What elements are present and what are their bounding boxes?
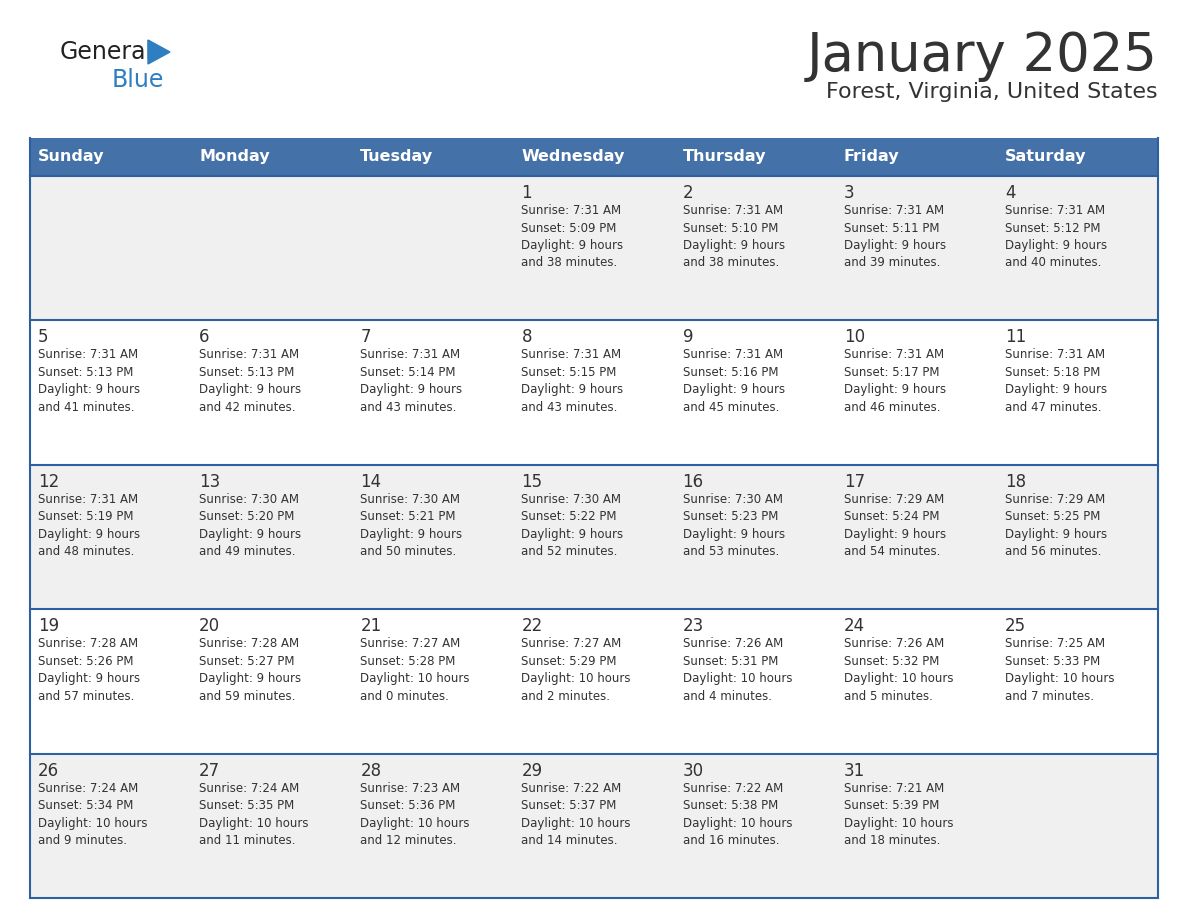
Text: Saturday: Saturday bbox=[1005, 150, 1086, 164]
Text: Sunrise: 7:31 AM
Sunset: 5:14 PM
Daylight: 9 hours
and 43 minutes.: Sunrise: 7:31 AM Sunset: 5:14 PM Dayligh… bbox=[360, 349, 462, 414]
Text: 23: 23 bbox=[683, 617, 703, 635]
Text: General: General bbox=[61, 40, 153, 64]
Bar bbox=[30, 138, 1158, 176]
Text: Sunrise: 7:25 AM
Sunset: 5:33 PM
Daylight: 10 hours
and 7 minutes.: Sunrise: 7:25 AM Sunset: 5:33 PM Dayligh… bbox=[1005, 637, 1114, 702]
Text: Sunrise: 7:26 AM
Sunset: 5:31 PM
Daylight: 10 hours
and 4 minutes.: Sunrise: 7:26 AM Sunset: 5:31 PM Dayligh… bbox=[683, 637, 792, 702]
Text: 13: 13 bbox=[200, 473, 221, 491]
Bar bbox=[30, 610, 1158, 754]
Bar bbox=[30, 754, 1158, 898]
Text: Monday: Monday bbox=[200, 150, 270, 164]
Text: 7: 7 bbox=[360, 329, 371, 346]
Text: Sunrise: 7:31 AM
Sunset: 5:17 PM
Daylight: 9 hours
and 46 minutes.: Sunrise: 7:31 AM Sunset: 5:17 PM Dayligh… bbox=[843, 349, 946, 414]
Text: Sunrise: 7:28 AM
Sunset: 5:26 PM
Daylight: 9 hours
and 57 minutes.: Sunrise: 7:28 AM Sunset: 5:26 PM Dayligh… bbox=[38, 637, 140, 702]
Text: Sunrise: 7:26 AM
Sunset: 5:32 PM
Daylight: 10 hours
and 5 minutes.: Sunrise: 7:26 AM Sunset: 5:32 PM Dayligh… bbox=[843, 637, 953, 702]
Text: Thursday: Thursday bbox=[683, 150, 766, 164]
Text: Sunrise: 7:31 AM
Sunset: 5:16 PM
Daylight: 9 hours
and 45 minutes.: Sunrise: 7:31 AM Sunset: 5:16 PM Dayligh… bbox=[683, 349, 785, 414]
Text: Sunrise: 7:31 AM
Sunset: 5:18 PM
Daylight: 9 hours
and 47 minutes.: Sunrise: 7:31 AM Sunset: 5:18 PM Dayligh… bbox=[1005, 349, 1107, 414]
Text: Sunrise: 7:31 AM
Sunset: 5:09 PM
Daylight: 9 hours
and 38 minutes.: Sunrise: 7:31 AM Sunset: 5:09 PM Dayligh… bbox=[522, 204, 624, 270]
Text: 5: 5 bbox=[38, 329, 49, 346]
Text: Forest, Virginia, United States: Forest, Virginia, United States bbox=[827, 82, 1158, 102]
Text: January 2025: January 2025 bbox=[807, 30, 1158, 82]
Text: Sunrise: 7:31 AM
Sunset: 5:13 PM
Daylight: 9 hours
and 41 minutes.: Sunrise: 7:31 AM Sunset: 5:13 PM Dayligh… bbox=[38, 349, 140, 414]
Text: 15: 15 bbox=[522, 473, 543, 491]
Bar bbox=[30, 465, 1158, 610]
Text: 29: 29 bbox=[522, 762, 543, 779]
Text: Tuesday: Tuesday bbox=[360, 150, 434, 164]
Text: Sunrise: 7:29 AM
Sunset: 5:24 PM
Daylight: 9 hours
and 54 minutes.: Sunrise: 7:29 AM Sunset: 5:24 PM Dayligh… bbox=[843, 493, 946, 558]
Text: 24: 24 bbox=[843, 617, 865, 635]
Text: Sunrise: 7:28 AM
Sunset: 5:27 PM
Daylight: 9 hours
and 59 minutes.: Sunrise: 7:28 AM Sunset: 5:27 PM Dayligh… bbox=[200, 637, 302, 702]
Text: 31: 31 bbox=[843, 762, 865, 779]
Text: Sunrise: 7:30 AM
Sunset: 5:23 PM
Daylight: 9 hours
and 53 minutes.: Sunrise: 7:30 AM Sunset: 5:23 PM Dayligh… bbox=[683, 493, 785, 558]
Text: 3: 3 bbox=[843, 184, 854, 202]
Text: 2: 2 bbox=[683, 184, 693, 202]
Text: Sunrise: 7:31 AM
Sunset: 5:12 PM
Daylight: 9 hours
and 40 minutes.: Sunrise: 7:31 AM Sunset: 5:12 PM Dayligh… bbox=[1005, 204, 1107, 270]
Text: 9: 9 bbox=[683, 329, 693, 346]
Text: Sunrise: 7:24 AM
Sunset: 5:35 PM
Daylight: 10 hours
and 11 minutes.: Sunrise: 7:24 AM Sunset: 5:35 PM Dayligh… bbox=[200, 781, 309, 847]
Text: Sunrise: 7:23 AM
Sunset: 5:36 PM
Daylight: 10 hours
and 12 minutes.: Sunrise: 7:23 AM Sunset: 5:36 PM Dayligh… bbox=[360, 781, 469, 847]
Text: Sunrise: 7:31 AM
Sunset: 5:10 PM
Daylight: 9 hours
and 38 minutes.: Sunrise: 7:31 AM Sunset: 5:10 PM Dayligh… bbox=[683, 204, 785, 270]
Text: Sunrise: 7:22 AM
Sunset: 5:38 PM
Daylight: 10 hours
and 16 minutes.: Sunrise: 7:22 AM Sunset: 5:38 PM Dayligh… bbox=[683, 781, 792, 847]
Text: Sunrise: 7:27 AM
Sunset: 5:28 PM
Daylight: 10 hours
and 0 minutes.: Sunrise: 7:27 AM Sunset: 5:28 PM Dayligh… bbox=[360, 637, 469, 702]
Text: Sunrise: 7:22 AM
Sunset: 5:37 PM
Daylight: 10 hours
and 14 minutes.: Sunrise: 7:22 AM Sunset: 5:37 PM Dayligh… bbox=[522, 781, 631, 847]
Text: 19: 19 bbox=[38, 617, 59, 635]
Bar bbox=[30, 176, 1158, 320]
Text: Sunrise: 7:31 AM
Sunset: 5:11 PM
Daylight: 9 hours
and 39 minutes.: Sunrise: 7:31 AM Sunset: 5:11 PM Dayligh… bbox=[843, 204, 946, 270]
Text: Sunrise: 7:31 AM
Sunset: 5:15 PM
Daylight: 9 hours
and 43 minutes.: Sunrise: 7:31 AM Sunset: 5:15 PM Dayligh… bbox=[522, 349, 624, 414]
Text: Sunrise: 7:30 AM
Sunset: 5:22 PM
Daylight: 9 hours
and 52 minutes.: Sunrise: 7:30 AM Sunset: 5:22 PM Dayligh… bbox=[522, 493, 624, 558]
Text: 10: 10 bbox=[843, 329, 865, 346]
Text: 4: 4 bbox=[1005, 184, 1016, 202]
Text: 21: 21 bbox=[360, 617, 381, 635]
Text: 16: 16 bbox=[683, 473, 703, 491]
Text: 14: 14 bbox=[360, 473, 381, 491]
Text: 28: 28 bbox=[360, 762, 381, 779]
Text: 17: 17 bbox=[843, 473, 865, 491]
Text: 1: 1 bbox=[522, 184, 532, 202]
Text: Sunrise: 7:21 AM
Sunset: 5:39 PM
Daylight: 10 hours
and 18 minutes.: Sunrise: 7:21 AM Sunset: 5:39 PM Dayligh… bbox=[843, 781, 953, 847]
Text: Wednesday: Wednesday bbox=[522, 150, 625, 164]
Text: Sunrise: 7:30 AM
Sunset: 5:21 PM
Daylight: 9 hours
and 50 minutes.: Sunrise: 7:30 AM Sunset: 5:21 PM Dayligh… bbox=[360, 493, 462, 558]
Text: 18: 18 bbox=[1005, 473, 1026, 491]
Text: 8: 8 bbox=[522, 329, 532, 346]
Bar bbox=[30, 320, 1158, 465]
Text: 26: 26 bbox=[38, 762, 59, 779]
Text: Sunday: Sunday bbox=[38, 150, 105, 164]
Text: 27: 27 bbox=[200, 762, 220, 779]
Text: 25: 25 bbox=[1005, 617, 1026, 635]
Text: 20: 20 bbox=[200, 617, 220, 635]
Text: Sunrise: 7:24 AM
Sunset: 5:34 PM
Daylight: 10 hours
and 9 minutes.: Sunrise: 7:24 AM Sunset: 5:34 PM Dayligh… bbox=[38, 781, 147, 847]
Text: 11: 11 bbox=[1005, 329, 1026, 346]
Polygon shape bbox=[148, 40, 170, 64]
Text: Sunrise: 7:31 AM
Sunset: 5:19 PM
Daylight: 9 hours
and 48 minutes.: Sunrise: 7:31 AM Sunset: 5:19 PM Dayligh… bbox=[38, 493, 140, 558]
Text: Blue: Blue bbox=[112, 68, 164, 92]
Text: Sunrise: 7:27 AM
Sunset: 5:29 PM
Daylight: 10 hours
and 2 minutes.: Sunrise: 7:27 AM Sunset: 5:29 PM Dayligh… bbox=[522, 637, 631, 702]
Text: 22: 22 bbox=[522, 617, 543, 635]
Text: Sunrise: 7:29 AM
Sunset: 5:25 PM
Daylight: 9 hours
and 56 minutes.: Sunrise: 7:29 AM Sunset: 5:25 PM Dayligh… bbox=[1005, 493, 1107, 558]
Text: 12: 12 bbox=[38, 473, 59, 491]
Text: 30: 30 bbox=[683, 762, 703, 779]
Text: Sunrise: 7:31 AM
Sunset: 5:13 PM
Daylight: 9 hours
and 42 minutes.: Sunrise: 7:31 AM Sunset: 5:13 PM Dayligh… bbox=[200, 349, 302, 414]
Text: Sunrise: 7:30 AM
Sunset: 5:20 PM
Daylight: 9 hours
and 49 minutes.: Sunrise: 7:30 AM Sunset: 5:20 PM Dayligh… bbox=[200, 493, 302, 558]
Text: 6: 6 bbox=[200, 329, 209, 346]
Text: Friday: Friday bbox=[843, 150, 899, 164]
